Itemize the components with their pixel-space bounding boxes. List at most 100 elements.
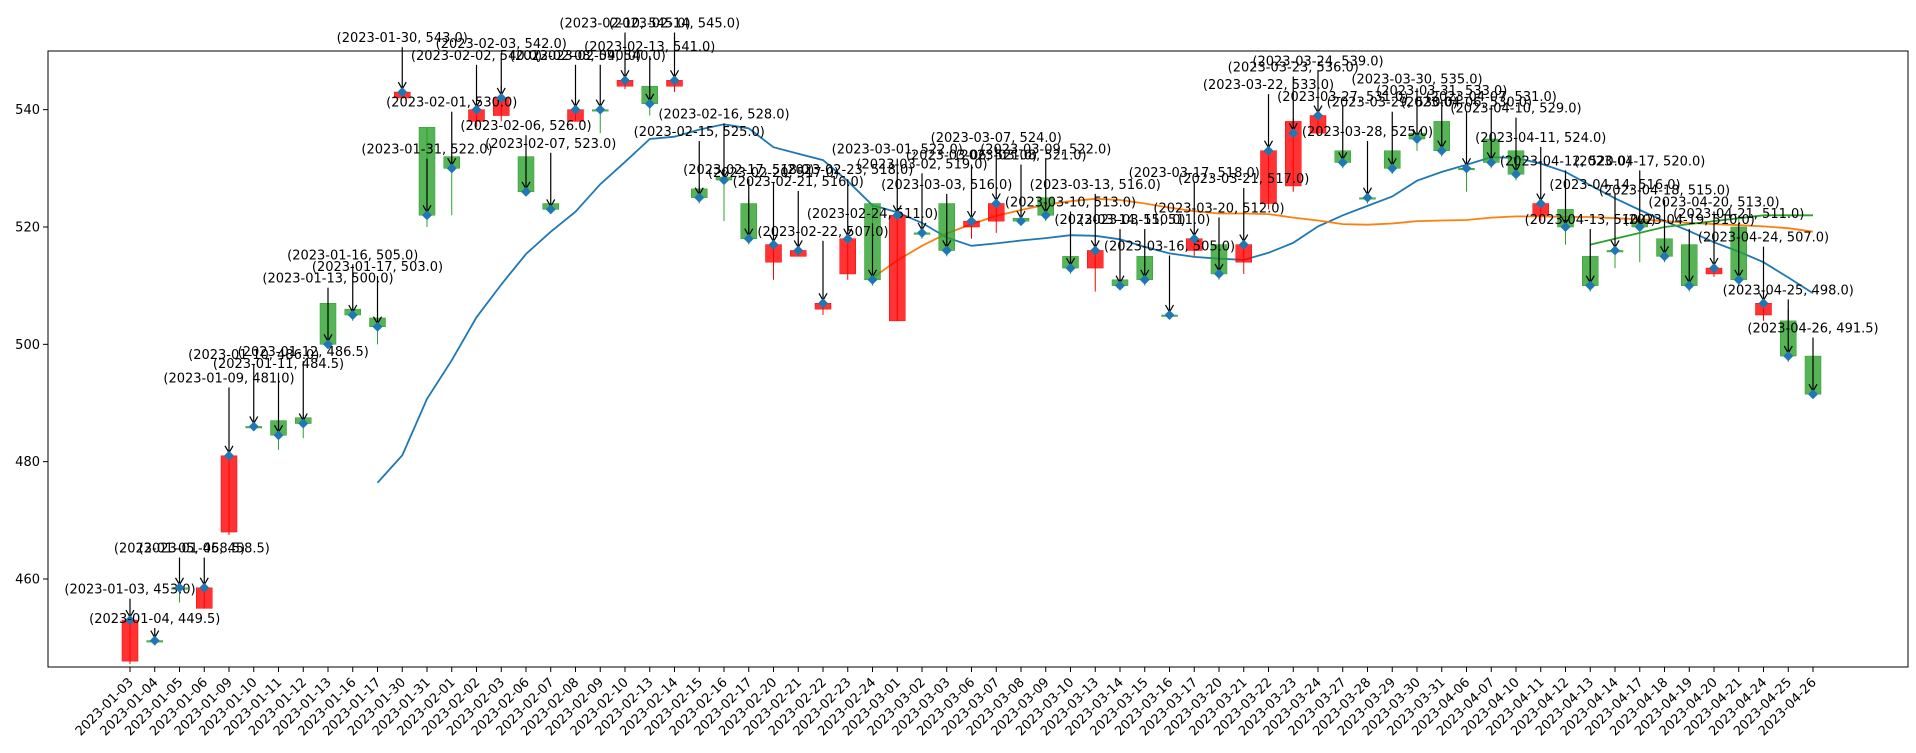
annotation-label: (2023-03-23, 536.0)	[1228, 61, 1359, 76]
price-marker	[1263, 145, 1274, 156]
annotation-label: (2023-01-03, 453.0)	[64, 583, 195, 598]
annotation-label: (2023-04-10, 529.0)	[1450, 102, 1581, 117]
price-marker	[1189, 233, 1200, 244]
price-marker	[1808, 389, 1818, 400]
price-marker	[669, 75, 680, 86]
price-marker	[1709, 263, 1719, 274]
price-marker	[1337, 157, 1348, 168]
plot-area	[48, 51, 1908, 667]
axes: 4604805005205402023-01-032023-01-042023-…	[15, 103, 1820, 739]
annotation-label: (2023-04-21, 511.0)	[1673, 207, 1804, 222]
price-marker	[372, 321, 383, 332]
price-marker	[867, 274, 878, 285]
annotation-label: (2023-03-20, 512.0)	[1153, 201, 1284, 216]
annotation-label: (2023-04-17, 520.0)	[1574, 154, 1705, 169]
price-marker	[1560, 222, 1571, 232]
annotation-label: (2023-03-21, 517.0)	[1178, 172, 1309, 187]
annotation-label: (2023-03-24, 539.0)	[1252, 55, 1383, 70]
annotation-label: (2023-01-17, 503.0)	[312, 260, 443, 275]
plot-frame	[47, 50, 1909, 668]
price-marker	[1090, 245, 1101, 256]
annotation-label: (2023-04-26, 491.5)	[1747, 322, 1878, 337]
annotation-label: (2023-03-08, 521.0)	[955, 149, 1086, 164]
annotation-label: (2023-02-22, 507.0)	[757, 225, 888, 240]
price-marker	[347, 310, 358, 320]
annotation-label: (2023-03-31, 533.0)	[1376, 84, 1507, 99]
annotation-label: (2023-03-02, 519.0)	[856, 157, 987, 172]
price-marker	[446, 163, 457, 174]
price-marker	[1634, 222, 1645, 232]
price-marker	[818, 298, 828, 309]
annotation-label: (2023-03-03, 516.0)	[881, 178, 1012, 193]
price-marker	[1412, 134, 1422, 144]
y-tick-label: 480	[15, 455, 40, 470]
annotation-label: (2023-02-09, 540.0)	[535, 49, 666, 64]
price-marker	[719, 175, 729, 186]
price-marker	[174, 582, 185, 593]
y-tick-label: 500	[15, 338, 40, 353]
price-marker	[1313, 110, 1323, 121]
annotation-label: (2023-04-20, 513.0)	[1648, 195, 1779, 210]
annotation-label: (2023-03-28, 525.0)	[1302, 125, 1433, 140]
price-marker	[620, 75, 630, 86]
annotation-label: (2023-03-29, 530.0)	[1327, 96, 1458, 111]
annotation-label: (2023-01-31, 522.0)	[361, 143, 492, 158]
annotation-label: (2023-04-24, 507.0)	[1698, 231, 1829, 246]
price-marker	[917, 227, 927, 238]
price-marker	[793, 245, 804, 256]
annotation-label: (2023-02-07, 523.0)	[485, 137, 616, 152]
price-marker	[892, 210, 903, 221]
annotation-label: (2023-04-07, 531.0)	[1426, 90, 1557, 105]
price-marker	[224, 450, 234, 461]
annotation-label: (2023-03-07, 524.0)	[931, 131, 1062, 146]
price-marker	[1585, 280, 1596, 291]
price-marker	[125, 615, 135, 626]
price-marker	[323, 339, 333, 350]
price-marker	[397, 87, 408, 98]
annotation-label: (2023-04-19, 510.0)	[1624, 213, 1755, 228]
price-marker	[842, 233, 853, 244]
annotation-label: (2023-04-12, 520.0)	[1500, 154, 1631, 169]
candle-body	[889, 215, 906, 322]
annotation-label: (2023-03-01, 522.0)	[832, 143, 963, 158]
price-marker	[1362, 192, 1373, 203]
price-marker	[1436, 145, 1447, 156]
annotation-label: (2023-02-13, 541.0)	[584, 40, 715, 55]
price-marker	[199, 582, 210, 593]
annotations: (2023-01-03, 453.0) (2023-01-04, 449.5) (2…	[64, 17, 1879, 646]
annotation-label: (2023-02-24, 511.0)	[807, 207, 938, 222]
annotation-label: (2023-02-02, 540.0)	[411, 49, 542, 64]
annotation-label: (2023-03-17, 518.0)	[1129, 166, 1260, 181]
price-marker	[471, 104, 482, 115]
price-marker	[1684, 280, 1695, 291]
price-marker	[991, 198, 1002, 209]
annotation-label: (2023-02-01, 530.0)	[386, 96, 517, 111]
price-marker	[149, 635, 160, 646]
annotation-label: (2023-02-06, 526.0)	[460, 119, 591, 134]
price-marker	[1511, 169, 1521, 180]
annotation-label: (2023-01-11, 484.5)	[213, 357, 344, 372]
price-marker	[966, 216, 977, 227]
annotation-label: (2023-03-27, 531.0)	[1277, 90, 1408, 105]
price-marker	[1783, 351, 1794, 362]
annotation-label: (2023-02-21, 516.0)	[733, 175, 864, 190]
price-marker	[1139, 274, 1150, 285]
annotation-label: (2023-04-11, 524.0)	[1475, 131, 1606, 146]
price-marker	[644, 98, 655, 109]
annotation-label: (2023-01-12, 486.5)	[238, 345, 369, 360]
annotation-label: (2023-04-13, 510.0)	[1525, 213, 1656, 228]
y-tick-label: 540	[15, 103, 40, 118]
price-marker	[422, 210, 432, 221]
annotation-label: (2023-02-10, 545.0)	[559, 17, 690, 32]
price-marker	[1486, 157, 1497, 168]
ma-line-2	[871, 197, 1814, 279]
annotation-label: (2023-03-30, 535.0)	[1351, 72, 1482, 87]
price-marker	[496, 92, 507, 103]
price-marker	[1238, 239, 1249, 250]
price-marker	[570, 104, 581, 115]
annotation-label: (2023-01-30, 543.0)	[337, 31, 468, 46]
price-marker	[1115, 280, 1125, 291]
annotation-label: (2023-02-17, 518.0)	[683, 163, 814, 178]
annotation-label: (2023-02-14, 545.0)	[609, 17, 740, 32]
